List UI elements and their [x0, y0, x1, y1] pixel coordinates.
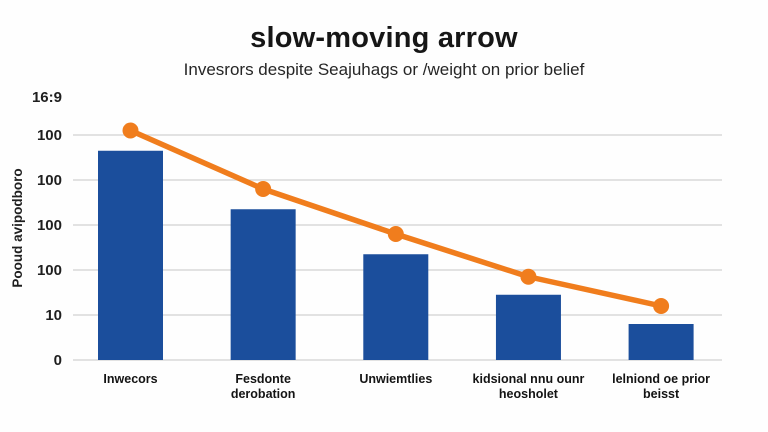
x-category-label: Fesdonte: [235, 372, 291, 386]
bar: [230, 209, 296, 360]
chart-subtitle: Invesrors despite Seajuhags or /weight o…: [183, 60, 585, 79]
y-tick-label: 100: [37, 127, 62, 144]
y-tick-label: 10: [45, 307, 62, 324]
y-top-label: 16:9: [32, 89, 62, 106]
bar: [628, 324, 694, 360]
line-marker: [653, 298, 670, 314]
y-tick-label: 100: [37, 262, 62, 279]
line-marker: [122, 122, 139, 139]
line-marker: [387, 226, 404, 242]
x-category-label: Inwecors: [103, 372, 157, 386]
line-marker: [255, 181, 272, 197]
bar: [363, 254, 429, 360]
y-tick-label: 0: [54, 352, 62, 369]
x-category-label: derobation: [231, 387, 296, 401]
x-category-label: Unwiemtlies: [359, 372, 432, 386]
x-category-label: lelniond oe prior: [612, 372, 710, 386]
x-category-label: kidsional nnu ounr: [473, 372, 585, 386]
y-tick-label: 100: [37, 172, 62, 189]
bar: [98, 150, 163, 360]
chart-title: slow-moving arrow: [250, 22, 518, 54]
y-axis-title: Pooud avipodboro: [10, 168, 25, 287]
bar: [495, 294, 561, 360]
x-category-label: beisst: [643, 387, 680, 401]
x-category-label: heosholet: [499, 387, 559, 401]
y-tick-label: 100: [37, 217, 62, 234]
line-marker: [520, 268, 537, 285]
